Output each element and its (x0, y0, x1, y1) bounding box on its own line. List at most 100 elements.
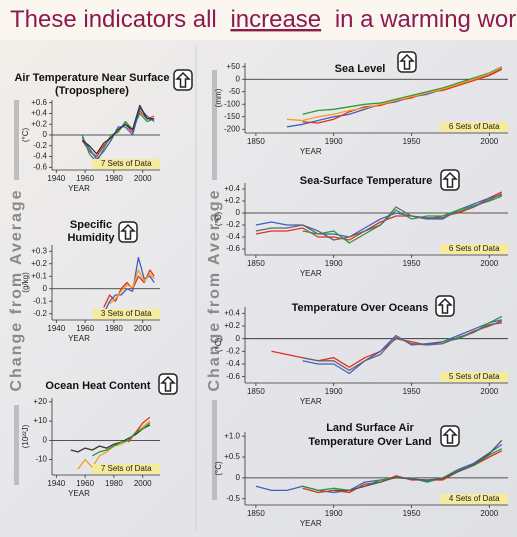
side-bar (14, 100, 19, 180)
data-line (302, 195, 503, 244)
arrow-icon (442, 427, 458, 444)
x-tick-label: 2000 (134, 174, 152, 183)
data-line (255, 191, 503, 241)
y-axis-label: (°C) (214, 212, 223, 227)
y-tick-label: -0.2 (33, 309, 47, 318)
note: 7 Sets of Data (101, 464, 152, 473)
y-tick-label: +0.2 (224, 196, 240, 205)
y-tick-label: -0.2 (226, 346, 240, 355)
y-tick-label: +20 (33, 397, 47, 406)
chart-title: Humidity (67, 232, 115, 244)
y-tick-label: -150 (224, 112, 241, 121)
side-bar (212, 70, 217, 180)
y-tick-label: -0.4 (33, 152, 47, 161)
y-tick-label: +0.5 (224, 452, 240, 461)
x-tick-label: 2000 (134, 324, 152, 333)
x-tick-label: 2000 (134, 479, 152, 488)
chart-title: Temperature Over Oceans (292, 302, 429, 314)
chart-title: Sea Level (335, 63, 386, 75)
y-tick-label: -0.4 (226, 232, 240, 241)
note-box (440, 122, 508, 132)
y-tick-label: +0.4 (224, 308, 240, 317)
y-axis-label: (°C) (214, 338, 223, 353)
y-tick-label: -0.6 (226, 244, 240, 253)
side-bar (212, 400, 217, 500)
x-tick-label: 2000 (480, 387, 498, 396)
y-tick-label: +1.0 (224, 431, 240, 440)
note-box (92, 159, 160, 169)
title-part: These indicators all (10, 6, 217, 33)
x-tick-label: 2000 (480, 259, 498, 268)
note: 4 Sets of Data (449, 494, 500, 503)
data-line (109, 269, 155, 305)
y-tick-label: 0 (43, 130, 48, 139)
y-tick-label: -0.5 (226, 494, 240, 503)
x-tick-label: 1980 (105, 324, 123, 333)
arrow-icon (120, 223, 136, 240)
x-tick-label: 2000 (480, 137, 498, 146)
x-tick-label: 1980 (105, 479, 123, 488)
y-tick-label: -10 (35, 455, 47, 464)
x-axis-label: YEAR (68, 489, 90, 498)
data-line (91, 422, 151, 457)
arrow-icon (160, 375, 176, 392)
title-part: in a warming world (335, 6, 517, 33)
y-tick-label: +50 (226, 62, 240, 71)
arrow-icon (437, 297, 453, 314)
y-tick-label: 0 (236, 74, 241, 83)
x-tick-label: 1950 (403, 137, 421, 146)
y-tick-label: -0.6 (226, 372, 240, 381)
y-axis-label: (°C) (214, 461, 223, 476)
chart-title: Ocean Heat Content (45, 380, 150, 392)
y-axis-label: (10²²J) (21, 424, 30, 448)
y-tick-label: +0.2 (31, 259, 47, 268)
arrow-icon (175, 71, 191, 88)
y-tick-label: 0 (43, 284, 48, 293)
x-axis-label: YEAR (300, 147, 322, 156)
y-tick-label: +0.4 (31, 109, 47, 118)
x-tick-label: 1940 (47, 324, 65, 333)
y-tick-label: 0 (236, 208, 241, 217)
x-axis-label: YEAR (300, 519, 322, 528)
y-tick-label: +0.2 (31, 119, 47, 128)
y-tick-label: -0.1 (33, 296, 47, 305)
note: 6 Sets of Data (449, 244, 500, 253)
y-tick-label: +10 (33, 416, 47, 425)
note-box (92, 464, 160, 474)
x-tick-label: 1900 (325, 259, 343, 268)
x-axis-label: YEAR (300, 269, 322, 278)
note: 6 Sets of Data (449, 122, 500, 131)
x-axis-label: YEAR (68, 184, 90, 193)
y-tick-label: +0.1 (31, 271, 47, 280)
x-tick-label: 1960 (76, 324, 94, 333)
chart-title: Temperature Over Land (308, 436, 431, 448)
arrow-icon (442, 171, 458, 188)
chart-subtitle: (Troposphere) (55, 85, 129, 97)
y-tick-label: -0.4 (226, 359, 240, 368)
x-tick-label: 1850 (247, 137, 265, 146)
y-tick-label: +0.3 (31, 246, 47, 255)
data-line (302, 322, 502, 371)
x-tick-label: 1850 (247, 259, 265, 268)
x-tick-label: 1980 (105, 174, 123, 183)
x-tick-label: 2000 (480, 509, 498, 518)
data-line (286, 66, 503, 122)
x-tick-label: 1850 (247, 509, 265, 518)
y-tick-label: -0.2 (226, 220, 240, 229)
x-axis-label: YEAR (300, 397, 322, 406)
side-label: Change from Average (206, 188, 223, 391)
note-box (440, 372, 508, 382)
title-band (0, 0, 517, 40)
x-tick-label: 1940 (47, 174, 65, 183)
chart-title: Air Temperature Near Surface (14, 72, 169, 84)
y-tick-label: -0.2 (33, 141, 47, 150)
data-line (302, 66, 503, 115)
x-tick-label: 1850 (247, 387, 265, 396)
note: 7 Sets of Data (101, 159, 152, 168)
note-box (440, 494, 508, 504)
title-emphasis: increase (230, 6, 321, 33)
x-axis-label: YEAR (68, 334, 90, 343)
chart-subtitle: Land Surface Air (326, 422, 414, 434)
y-tick-label: -50 (228, 87, 240, 96)
